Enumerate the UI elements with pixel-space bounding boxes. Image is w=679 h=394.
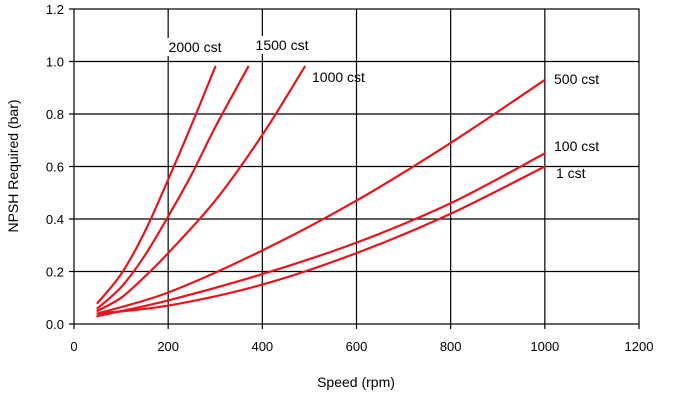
y-tick-label: 1.2 (46, 2, 64, 17)
series-label: 500 cst (554, 71, 599, 87)
series-label-bg (160, 38, 230, 56)
series-line (96, 65, 250, 310)
series-label: 2000 cst (169, 39, 222, 55)
series-line (96, 152, 546, 318)
series-line (96, 78, 546, 315)
series-line (96, 65, 217, 305)
tick-labels: 0 200 400 600 800 1000 1200 0.0 0.2 0.4 0.6 0.8 1.0 1… (46, 2, 654, 354)
grid (69, 8, 640, 329)
x-tick-label: 400 (251, 339, 273, 354)
series-label: 1 cst (556, 165, 586, 181)
y-axis-title: NPSH Required (bar) (5, 99, 21, 232)
x-tick-label: 800 (440, 339, 462, 354)
series-line (96, 65, 306, 312)
y-tick-label: 0.6 (46, 160, 64, 175)
series-label: 1000 cst (312, 69, 365, 85)
y-tick-label: 1.0 (46, 55, 64, 70)
y-tick-label: 0.0 (46, 317, 64, 332)
x-tick-label: 0 (70, 339, 77, 354)
series-label: 1500 cst (256, 37, 309, 53)
plot-frame (73, 8, 640, 325)
x-tick-label: 600 (346, 339, 368, 354)
x-axis-title: Speed (rpm) (317, 374, 395, 390)
x-tick-label: 1200 (625, 339, 654, 354)
series-label-bg (247, 36, 317, 54)
series-label: 100 cst (554, 138, 599, 154)
y-tick-label: 0.4 (46, 212, 64, 227)
series-line (96, 165, 546, 315)
y-tick-label: 0.8 (46, 107, 64, 122)
x-tick-label: 200 (157, 339, 179, 354)
x-tick-label: 1000 (530, 339, 559, 354)
y-tick-label: 0.2 (46, 265, 64, 280)
curves (96, 65, 546, 318)
